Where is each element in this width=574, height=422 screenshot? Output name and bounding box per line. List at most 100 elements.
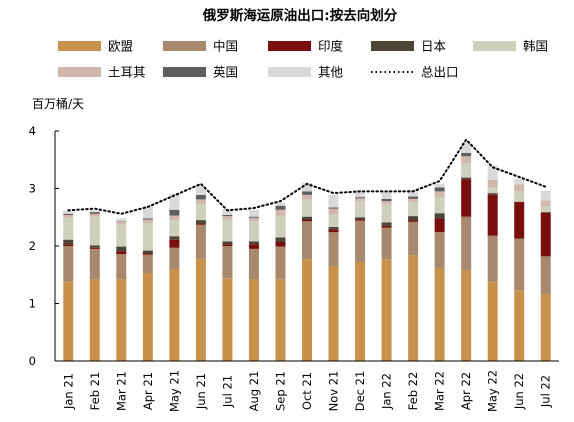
bar-segment-0: [328, 266, 339, 361]
legend-swatch-7: [268, 67, 311, 77]
bar-segment-2: [434, 218, 445, 233]
bar-segment-1: [514, 238, 525, 291]
bar-segment-2: [275, 241, 286, 247]
x-tick-label: Jun 21: [194, 373, 208, 410]
bar-segment-1: [328, 232, 339, 267]
bar-segment-3: [169, 236, 180, 240]
x-tick-label: May 22: [486, 370, 500, 412]
bar-segment-1: [487, 235, 498, 282]
bar-segment-4: [169, 220, 180, 237]
bar-segment-0: [434, 267, 445, 361]
bar-segment-2: [89, 247, 100, 249]
x-tick-label: Jan 22: [380, 373, 394, 410]
x-tick-label: Nov 21: [327, 371, 341, 412]
legend-swatch-4: [473, 41, 516, 51]
bar-segment-1: [408, 221, 419, 256]
bar-segment-3: [302, 216, 312, 220]
x-tick-label: Jul 22: [539, 375, 553, 408]
bar-segment-5: [248, 217, 259, 222]
bar-segment-1: [89, 248, 100, 280]
bar-segment-5: [381, 201, 392, 205]
bar-segment-4: [381, 204, 392, 223]
legend-label: 英国: [213, 65, 238, 80]
bar-segment-6: [89, 212, 100, 214]
bar-segment-6: [275, 205, 286, 210]
bar-segment-4: [514, 191, 525, 202]
bar-segment-3: [434, 213, 445, 219]
plot-area: 0 1 2 3 4 Jan 21 Feb 21 Mar 21 Apr 21 May 21 Jun 2…: [29, 124, 559, 412]
bar-segment-5: [169, 215, 180, 221]
bar-segment-5: [328, 208, 339, 215]
legend-swatch-3: [371, 41, 414, 51]
bar-segment-5: [355, 198, 366, 202]
x-tick-label: Aug 21: [247, 371, 261, 412]
bar-segment-2: [222, 244, 233, 246]
bar-segment-7: [116, 218, 127, 222]
bar-segment-6: [461, 152, 472, 157]
bar-segment-7: [328, 194, 339, 208]
y-tick-label: 4: [29, 124, 36, 138]
bar-segment-7: [275, 202, 286, 206]
bar-segment-5: [222, 216, 233, 220]
bar-segment-4: [116, 224, 127, 247]
bar-segment-0: [514, 290, 525, 361]
bar-segment-4: [355, 201, 366, 218]
bar-segment-0: [408, 255, 419, 361]
x-tick-label: Sep 21: [273, 371, 287, 411]
bar-segment-2: [328, 229, 339, 233]
bar-segment-2: [540, 212, 551, 257]
bar-segment-4: [89, 216, 100, 246]
bar-segment-1: [355, 220, 366, 262]
bar-segment-6: [248, 216, 259, 218]
bar-segment-0: [461, 270, 472, 361]
bar-segment-7: [408, 189, 419, 197]
bar-segment-0: [63, 281, 74, 361]
x-tick-label: Jan 21: [61, 373, 75, 410]
bar-segment-0: [540, 294, 551, 361]
legend-swatch-0: [58, 41, 101, 51]
bar-segment-5: [195, 199, 206, 205]
bar-segment-7: [487, 165, 498, 180]
bar-segment-4: [195, 204, 206, 221]
bar-segment-4: [408, 201, 419, 217]
total-line: [67, 138, 547, 215]
bar-segment-1: [63, 246, 74, 282]
bar-segment-5: [487, 179, 498, 188]
legend-label: 欧盟: [108, 39, 133, 54]
bar-segment-0: [195, 258, 206, 361]
bar-segment-0: [116, 279, 127, 361]
bar-segment-1: [195, 224, 206, 259]
bar-segment-5: [302, 194, 312, 200]
bar-segment-6: [302, 191, 312, 195]
bar-segment-3: [89, 245, 100, 248]
bar-segment-1: [116, 254, 127, 280]
bar-segment-5: [540, 200, 551, 207]
bar-segment-5: [142, 219, 153, 223]
bar-segment-1: [302, 221, 312, 260]
bar-segment-2: [381, 225, 392, 228]
legend-label: 韩国: [523, 39, 548, 54]
bar-segment-7: [514, 178, 525, 185]
bar-segment-6: [222, 214, 233, 217]
bar-segment-4: [461, 163, 472, 178]
bar-segment-4: [275, 215, 286, 238]
bar-segment-4: [248, 221, 259, 242]
bar-segment-4: [434, 197, 445, 214]
legend-label: 总出口: [421, 65, 459, 80]
bar-segment-3: [355, 217, 366, 220]
bar-segment-5: [514, 184, 525, 192]
bar-segment-0: [275, 279, 286, 361]
legend-label: 日本: [421, 39, 447, 54]
x-tick-label: Mar 21: [114, 371, 128, 411]
bar-segment-7: [461, 142, 472, 153]
legend-swatch-2: [268, 41, 311, 51]
bar-segment-6: [381, 198, 392, 202]
bar-segment-3: [195, 220, 206, 224]
bar-segment-0: [302, 259, 312, 361]
bar-segment-2: [355, 219, 366, 221]
bar-segment-4: [302, 199, 312, 217]
bar-segment-3: [328, 227, 339, 230]
bar-segment-7: [540, 190, 551, 201]
